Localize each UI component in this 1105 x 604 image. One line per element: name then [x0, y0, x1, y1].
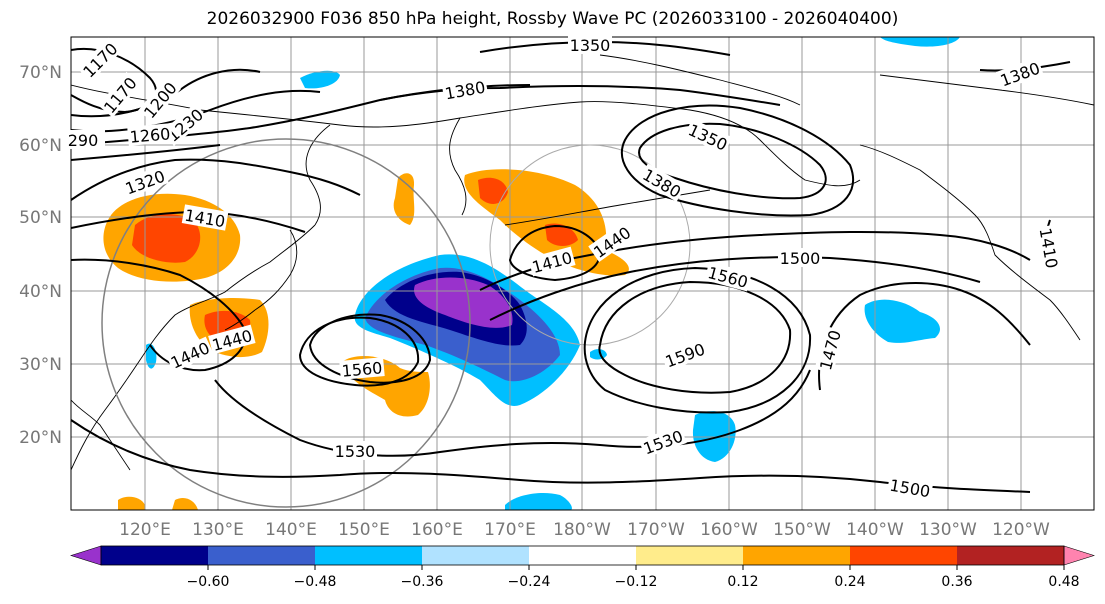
coastline-bering [599, 54, 801, 106]
colorbar-segment [529, 546, 637, 565]
contour-label: 1560 [341, 358, 383, 380]
coastline-arctic [879, 74, 1094, 106]
lon-label: 140°E [265, 520, 317, 540]
longitude-labels: 120°E 130°E 140°E 150°E 160°E 170°E 180°W 170°W… [119, 520, 1050, 540]
contour-1500 [489, 256, 981, 321]
reference-circle-east [489, 144, 691, 346]
anomaly-fill-negative-south [505, 493, 572, 510]
lat-label: 60°N [19, 136, 62, 156]
lon-label: 140°W [846, 520, 904, 540]
anomaly-fill-negative-east [864, 299, 940, 343]
lon-label: 120°E [119, 520, 171, 540]
coastline-okhotsk [305, 124, 331, 226]
anomaly-fill-positive-west-core [132, 214, 201, 263]
colorbar-tick-label: −0.48 [294, 574, 337, 590]
colorbar-segment [422, 546, 530, 565]
colorbar-tick-label: −0.36 [401, 574, 444, 590]
colorbar-segment [101, 546, 209, 565]
lon-label: 160°W [700, 520, 758, 540]
colorbar-tick-label: −0.24 [508, 574, 551, 590]
lat-label: 30°N [19, 355, 62, 375]
anomaly-fill-positive-south [118, 496, 145, 510]
coastline-philippines [71, 399, 131, 471]
contour-1380-ring [620, 104, 855, 217]
lat-label: 40°N [19, 282, 62, 302]
coastline-north-america [859, 144, 1081, 341]
lat-label: 50°N [19, 208, 62, 228]
colorbar: −0.60 −0.48 −0.36 −0.24 −0.12 0.12 0.24 0.36 0.4… [70, 545, 1095, 590]
anomaly-fill-negative-arctic [880, 37, 960, 47]
coastlines [71, 54, 1094, 471]
contour-1560 [598, 280, 792, 394]
reference-circle [101, 138, 471, 508]
colorbar-tick-label: 0.24 [834, 574, 865, 590]
contour-1560-west [298, 316, 420, 387]
contour-1590 [583, 266, 812, 414]
colorbar-tick-label: 0.12 [727, 574, 758, 590]
colorbar-frame [100, 545, 1065, 566]
lon-label: 170°W [627, 520, 685, 540]
contour-label: 1500 [780, 249, 821, 268]
contour-1350-low [638, 122, 827, 200]
colorbar-segment [850, 546, 958, 565]
lon-label: 170°E [484, 520, 536, 540]
anomaly-fill-negative-north [300, 70, 340, 89]
contour-label: 290 [68, 131, 99, 150]
colorbar-tick-label: −0.12 [615, 574, 658, 590]
contour-1530 [214, 369, 811, 457]
colorbar-extend-min [70, 545, 102, 566]
anomaly-fill-positive-kamchatka-core [478, 177, 508, 204]
colorbar-segment [957, 546, 1065, 565]
colorbar-tick-label: 0.36 [941, 574, 972, 590]
anomaly-fill-positive-kamchatka-core-b [545, 223, 578, 246]
colorbar-segment [743, 546, 851, 565]
latitude-labels: 70°N 60°N 50°N 40°N 30°N 20°N [19, 63, 62, 448]
colorbar-tick-label: 0.48 [1048, 574, 1079, 590]
contour-1290 [71, 144, 221, 161]
lat-label: 70°N [19, 63, 62, 83]
map-title: 2026032900 F036 850 hPa height, Rossby W… [206, 9, 899, 29]
contour-label: 1530 [335, 442, 376, 461]
colorbar-segment [208, 546, 316, 565]
contour-1230 [71, 89, 321, 133]
coastline-kamchatka [449, 117, 467, 216]
contour-label: 1260 [129, 124, 171, 146]
lon-label: 160°E [411, 520, 463, 540]
lon-label: 120°W [992, 520, 1050, 540]
coastline-asia-east [71, 224, 316, 471]
colorbar-segment [315, 546, 423, 565]
coastline-aleutians [504, 189, 711, 226]
lat-label: 20°N [19, 428, 62, 448]
coastline-alaska [579, 101, 861, 187]
anomaly-fill-positive-south-b [172, 498, 198, 510]
colorbar-extend-max [1063, 545, 1095, 566]
lon-label: 130°E [192, 520, 244, 540]
lon-label: 130°W [919, 520, 977, 540]
anomaly-fill-negative-core [414, 277, 513, 328]
contour-1500-south [71, 419, 1031, 493]
contour-label: 1350 [570, 36, 611, 55]
lon-label: 180°W [553, 520, 611, 540]
lon-label: 150°W [773, 520, 831, 540]
contour-1320 [71, 158, 361, 201]
colorbar-segment [636, 546, 744, 565]
lon-label: 150°E [338, 520, 390, 540]
colorbar-tick-label: −0.60 [187, 574, 230, 590]
